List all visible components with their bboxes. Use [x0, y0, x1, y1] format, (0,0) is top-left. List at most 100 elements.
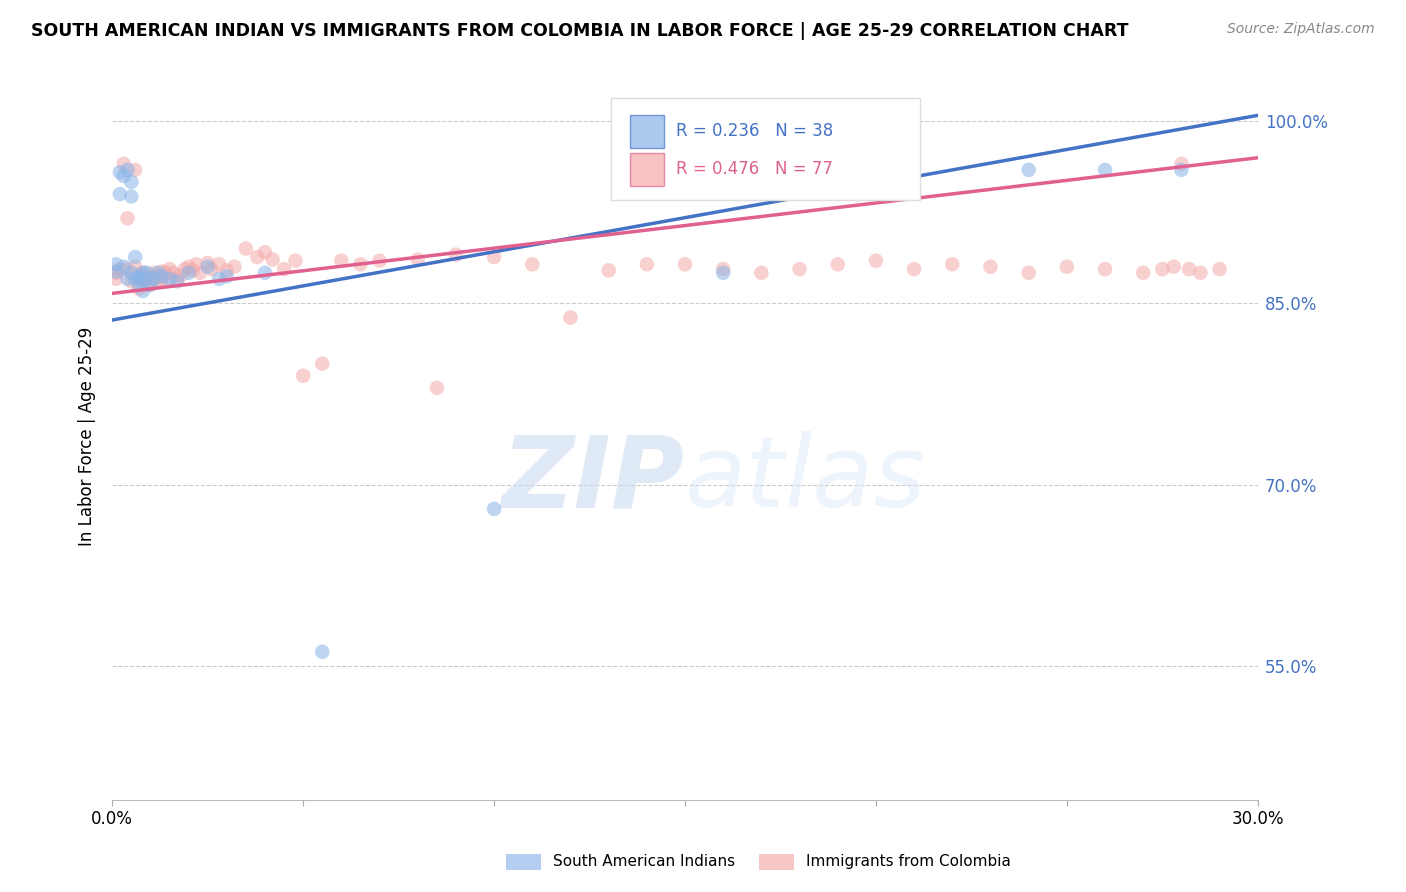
Point	[166, 274, 188, 288]
Point	[128, 277, 150, 292]
Point	[311, 357, 333, 371]
FancyBboxPatch shape	[630, 153, 665, 186]
Point	[1132, 266, 1154, 280]
Point	[159, 272, 181, 286]
Point	[150, 272, 173, 286]
Point	[200, 262, 222, 277]
Point	[181, 263, 204, 277]
Point	[124, 272, 146, 286]
Point	[143, 272, 166, 286]
Point	[139, 277, 162, 292]
Point	[1094, 262, 1116, 277]
Point	[482, 502, 505, 516]
Point	[197, 260, 219, 274]
Point	[139, 269, 162, 284]
Point	[1170, 162, 1192, 177]
Point	[941, 257, 963, 271]
Point	[197, 256, 219, 270]
Point	[903, 262, 925, 277]
Text: R = 0.236   N = 38: R = 0.236 N = 38	[676, 122, 834, 140]
Point	[560, 310, 582, 325]
Point	[246, 250, 269, 264]
Point	[1170, 157, 1192, 171]
Point	[132, 272, 155, 286]
Point	[215, 263, 238, 277]
Point	[177, 260, 200, 274]
Point	[159, 262, 181, 277]
Point	[522, 257, 544, 271]
Point	[224, 260, 246, 274]
Point	[1208, 262, 1230, 277]
Point	[150, 269, 173, 284]
Point	[262, 252, 284, 267]
Point	[330, 253, 353, 268]
Point	[120, 175, 142, 189]
FancyBboxPatch shape	[610, 98, 920, 200]
Point	[135, 272, 157, 286]
Point	[751, 266, 773, 280]
Point	[253, 245, 276, 260]
Point	[177, 266, 200, 280]
Text: Source: ZipAtlas.com: Source: ZipAtlas.com	[1227, 22, 1375, 37]
Point	[349, 257, 371, 271]
Point	[128, 272, 150, 286]
Point	[598, 263, 620, 277]
Point	[117, 162, 139, 177]
Point	[711, 266, 734, 280]
Point	[146, 266, 169, 280]
Point	[1163, 260, 1185, 274]
Point	[636, 257, 658, 271]
Point	[105, 266, 128, 280]
Point	[135, 277, 157, 292]
Point	[426, 381, 449, 395]
Point	[128, 281, 150, 295]
Point	[105, 257, 128, 271]
Point	[311, 645, 333, 659]
Point	[865, 162, 887, 177]
Text: atlas: atlas	[685, 432, 927, 528]
Point	[120, 189, 142, 203]
Point	[170, 268, 193, 283]
Point	[173, 262, 195, 277]
Point	[253, 266, 276, 280]
Point	[146, 269, 169, 284]
Point	[979, 260, 1001, 274]
Point	[188, 266, 211, 280]
Point	[1094, 162, 1116, 177]
Point	[105, 272, 128, 286]
Point	[139, 277, 162, 292]
Point	[159, 272, 181, 286]
Point	[112, 260, 135, 274]
Point	[482, 250, 505, 264]
Point	[1189, 266, 1212, 280]
Point	[112, 169, 135, 183]
Point	[117, 262, 139, 277]
Point	[789, 262, 811, 277]
Y-axis label: In Labor Force | Age 25-29: In Labor Force | Age 25-29	[79, 326, 96, 546]
Point	[865, 253, 887, 268]
Point	[150, 264, 173, 278]
Point	[143, 272, 166, 286]
Point	[132, 266, 155, 280]
Point	[1018, 162, 1040, 177]
FancyBboxPatch shape	[630, 115, 665, 148]
Point	[673, 257, 696, 271]
Point	[135, 266, 157, 280]
Point	[1056, 260, 1078, 274]
Text: ZIP: ZIP	[502, 432, 685, 528]
Point	[132, 284, 155, 298]
Point	[128, 269, 150, 284]
Point	[711, 262, 734, 277]
Point	[128, 269, 150, 284]
Point	[117, 272, 139, 286]
Point	[215, 269, 238, 284]
Point	[124, 162, 146, 177]
Point	[186, 257, 208, 271]
Point	[166, 272, 188, 286]
Point	[155, 266, 177, 280]
Point	[827, 257, 849, 271]
Text: Immigrants from Colombia: Immigrants from Colombia	[806, 855, 1011, 869]
Point	[284, 253, 307, 268]
Text: South American Indians: South American Indians	[553, 855, 735, 869]
Point	[124, 250, 146, 264]
